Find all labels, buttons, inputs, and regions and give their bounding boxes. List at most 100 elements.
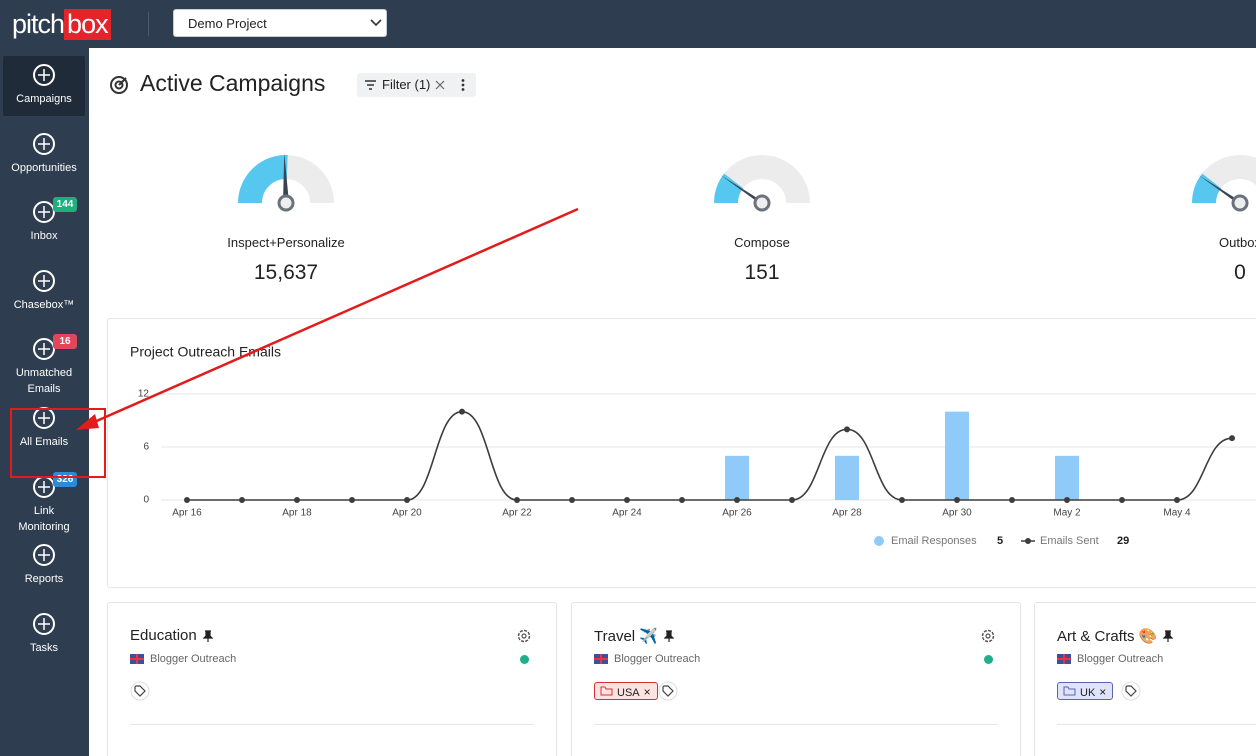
line-point	[569, 497, 575, 503]
tag[interactable]: USA ×	[594, 682, 658, 700]
line-point	[1174, 497, 1180, 503]
gauge	[1192, 155, 1256, 212]
nav-label: Chasebox™	[13, 298, 75, 311]
line-point	[954, 497, 960, 503]
gauge-value: 151	[744, 261, 780, 284]
filter-button[interactable]: Filter (1)	[357, 73, 476, 97]
gauge-fill	[238, 155, 288, 204]
nav-label: Unmatched Emails	[15, 367, 73, 396]
nav-item[interactable]: Reports	[3, 536, 85, 596]
line-point	[294, 497, 300, 503]
gear-hole	[985, 633, 991, 639]
x-tick-label: May 2	[1053, 508, 1081, 519]
bar	[835, 455, 859, 500]
flag-icon	[1057, 654, 1071, 664]
legend-item[interactable]: Emails Sent 29	[1021, 535, 1129, 547]
nav-icon	[33, 338, 55, 361]
line-point	[624, 497, 630, 503]
legend-swatch	[874, 536, 884, 546]
line-point	[899, 497, 905, 503]
tag-label: USA	[617, 687, 640, 699]
settings-icon[interactable]	[516, 628, 532, 644]
nav-item[interactable]: Campaigns	[3, 56, 85, 116]
nav-icon	[33, 132, 55, 155]
gauge-value: 15,637	[253, 261, 319, 284]
logo-box: box	[64, 8, 111, 40]
nav-item[interactable]: Unmatched Emails 16	[3, 330, 85, 395]
line-point	[789, 497, 795, 503]
x-tick-label: May 4	[1163, 508, 1191, 519]
project-select[interactable]: Demo Project	[173, 9, 387, 37]
gauge-label: Outbox	[1219, 235, 1256, 250]
legend-item[interactable]: Email Responses 5	[874, 535, 1003, 547]
more-menu[interactable]	[460, 78, 466, 92]
logo[interactable]: pitch box	[12, 8, 111, 40]
gear-hole	[521, 633, 527, 639]
legend-total: 29	[1117, 535, 1129, 547]
nav-label: Inbox	[30, 230, 58, 243]
add-tag[interactable]	[130, 681, 150, 701]
nav-item[interactable]: Opportunities	[3, 125, 85, 185]
campaign-type: Blogger Outreach	[1077, 653, 1164, 665]
icon-shape	[33, 201, 55, 224]
nav-label: Tasks	[29, 641, 59, 654]
card-title: Education	[130, 627, 197, 644]
folder-icon	[1063, 686, 1076, 696]
folder	[600, 686, 613, 696]
campaign-type: Blogger Outreach	[614, 653, 701, 665]
nav-item[interactable]: Link Monitoring 326	[3, 468, 85, 533]
bar	[945, 411, 969, 500]
line	[186, 410, 1233, 501]
icon-detail	[38, 412, 50, 424]
line-point	[734, 497, 740, 503]
line-point	[459, 408, 465, 415]
flag-icon	[594, 654, 608, 664]
clear-filter[interactable]	[435, 80, 445, 90]
add-tag[interactable]	[658, 681, 678, 701]
campaign-card[interactable]: Education Blogger Outreach	[107, 602, 557, 756]
tag-remove: ×	[1099, 685, 1107, 699]
icon-detail	[38, 274, 50, 287]
add-tag[interactable]	[1121, 681, 1141, 701]
campaign-card[interactable]: Art & Crafts 🎨 Blogger Outreach UK ×	[1034, 602, 1256, 756]
nav-item[interactable]: Tasks	[3, 605, 85, 665]
gauge-pivot	[1231, 194, 1249, 212]
divider	[130, 724, 534, 725]
chart-card: Project Outreach Emails 0 6 12 Apr 16 Apr 18 A…	[107, 318, 1256, 588]
icon-detail	[38, 617, 50, 630]
icon-detail	[38, 343, 50, 356]
gauge-pivot	[753, 194, 771, 212]
legend-label: Email Responses	[891, 535, 977, 547]
nav-item[interactable]: Inbox 144	[3, 193, 85, 253]
pin-icon	[1163, 630, 1174, 642]
settings-icon[interactable]	[980, 628, 996, 644]
y-tick-label: 0	[143, 495, 149, 506]
tag[interactable]: UK ×	[1057, 682, 1114, 700]
x-tick-label: Apr 20	[392, 508, 422, 519]
nav-icon	[33, 64, 55, 86]
gauge-value: 0	[1234, 261, 1246, 284]
nav-item[interactable]: Chasebox™	[3, 262, 85, 322]
icon-shape	[33, 269, 55, 292]
add-tag-circle	[130, 681, 150, 701]
sidebar: Campaigns Opportunities Inbox 144 Chasebox™ U…	[0, 48, 89, 756]
pin	[663, 630, 674, 642]
icon-shape	[33, 544, 55, 567]
gauge-fill	[714, 173, 744, 204]
pin	[202, 629, 213, 642]
x-tick-label: Apr 18	[282, 508, 312, 519]
line-point	[404, 497, 410, 503]
pin-icon	[202, 629, 213, 642]
campaign-card[interactable]: Travel ✈️ Blogger Outreach USA ×	[571, 602, 1021, 756]
gauge	[238, 153, 334, 212]
flag-stripes	[130, 654, 144, 664]
gauge	[714, 155, 810, 212]
tag-shape	[662, 685, 674, 697]
line-point	[184, 497, 190, 503]
nav-item[interactable]: All Emails	[3, 399, 85, 459]
icon-shape	[33, 64, 55, 86]
line-point	[1009, 497, 1015, 503]
x-tick-label: Apr 26	[722, 508, 752, 519]
icon-shape	[33, 132, 55, 155]
top-bar: pitch box Demo Project	[0, 0, 1256, 48]
